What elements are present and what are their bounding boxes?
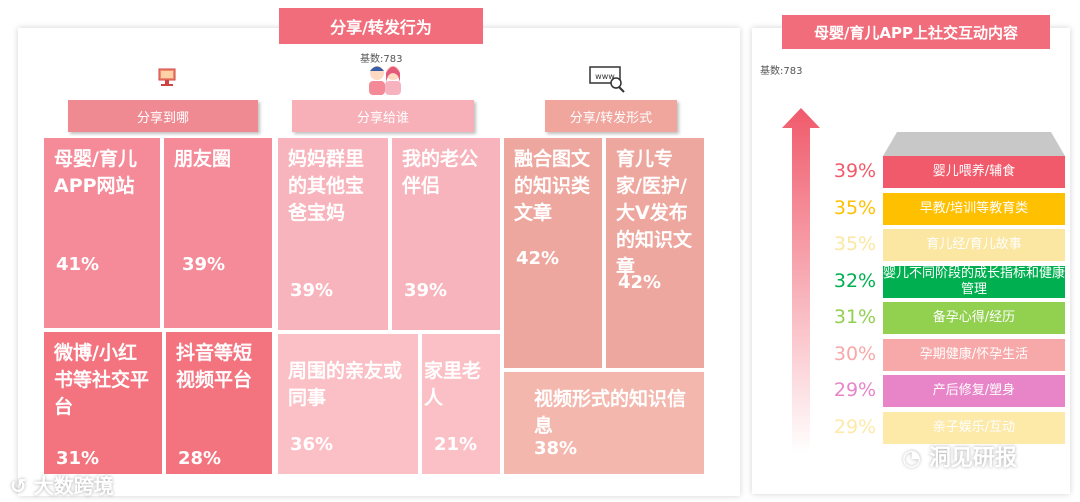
bar-percent-label: 32% <box>833 270 877 292</box>
tile-percent: 39% <box>404 280 448 301</box>
bar-percent-label: 35% <box>833 197 877 219</box>
bar-category: 备孕心得/经历 <box>883 302 1065 334</box>
watermark-left-text: 大数跨境 <box>33 474 114 498</box>
left-base-count: 基数:783 <box>360 54 403 65</box>
couple-icon <box>364 62 406 96</box>
www-search-icon: www <box>588 64 628 94</box>
bar-percent-label: 30% <box>833 343 877 365</box>
tile-expert-article: 育儿专家/医护/大V发布的知识文章 42% <box>604 136 706 370</box>
bar-percent-label: 35% <box>833 233 877 255</box>
tile-label: 家里老人 <box>424 360 482 409</box>
bar-percent-label: 29% <box>833 416 877 438</box>
watermark-logo-icon: ↺ <box>10 474 27 498</box>
tile-percent: 31% <box>56 448 100 469</box>
tile-percent: 28% <box>178 448 222 469</box>
header-share-where: 分享到哪 <box>68 100 258 132</box>
tile-percent: 42% <box>618 272 662 293</box>
gradient-up-arrow <box>782 108 820 454</box>
tile-moments: 朋友圈 39% <box>162 136 274 330</box>
bar-percent-label: 29% <box>833 379 877 401</box>
tile-label: 母婴/育儿APP网站 <box>54 148 137 197</box>
watermark-right-text: 洞见研报 <box>928 446 1017 471</box>
wechat-icon: ◔ <box>902 446 922 471</box>
tile-husband: 我的老公伴侣 39% <box>390 136 502 332</box>
tile-percent: 41% <box>56 254 100 275</box>
header-share-who: 分享给谁 <box>292 100 474 132</box>
bar-percent-label: 39% <box>833 160 877 182</box>
bar-category: 育儿经/育儿故事 <box>883 229 1065 261</box>
share-behavior-title: 分享/转发行为 <box>279 8 483 44</box>
tile-weibo-xiaohongshu: 微博/小红书等社交平台 31% <box>42 330 164 476</box>
svg-text:www: www <box>595 72 615 81</box>
bar-category: 亲子娱乐/互动 <box>883 412 1065 444</box>
tile-label: 微博/小红书等社交平台 <box>54 342 150 418</box>
tile-video-knowledge: 视频形式的知识信息 38% <box>502 370 706 476</box>
tile-percent: 21% <box>434 434 478 455</box>
bar-stack-top <box>883 132 1065 156</box>
bar-category: 早教/培训等教育类 <box>883 193 1065 225</box>
bar-category: 产后修复/塑身 <box>883 375 1065 407</box>
tile-percent: 39% <box>182 254 226 275</box>
tile-percent: 36% <box>290 434 334 455</box>
watermark-left: ↺ 大数跨境 <box>10 470 114 499</box>
header-share-form: 分享/转发形式 <box>545 100 677 132</box>
tile-elders: 家里老人 21% <box>420 332 502 476</box>
monitor-icon <box>156 66 178 88</box>
tile-mom-group: 妈妈群里的其他宝爸宝妈 39% <box>276 136 390 332</box>
tile-percent: 42% <box>516 248 560 269</box>
social-content-title: 母婴/育儿APP上社交互动内容 <box>782 15 1050 49</box>
tile-friends-colleagues: 周围的亲友或同事 36% <box>276 332 420 476</box>
tile-label: 周围的亲友或同事 <box>288 360 403 409</box>
tile-label: 抖音等短视频平台 <box>176 342 253 391</box>
tile-percent: 39% <box>290 280 334 301</box>
tile-label: 妈妈群里的其他宝爸宝妈 <box>288 148 365 224</box>
tile-label: 朋友圈 <box>174 148 232 170</box>
right-base-count: 基数:783 <box>760 66 803 77</box>
watermark-right: ◔ 洞见研报 <box>902 440 1017 472</box>
tile-label: 视频形式的知识信息 <box>534 388 687 437</box>
bar-category: 婴儿不同阶段的成长指标和健康管理 <box>883 266 1066 298</box>
tile-label: 育儿专家/医护/大V发布的知识文章 <box>616 148 693 278</box>
tile-percent: 38% <box>534 438 578 459</box>
tile-parenting-app: 母婴/育儿APP网站 41% <box>42 136 162 330</box>
tile-illustrated-article: 融合图文的知识类文章 42% <box>502 136 604 370</box>
tile-label: 融合图文的知识类文章 <box>514 148 591 224</box>
tile-douyin: 抖音等短视频平台 28% <box>164 330 274 476</box>
bar-category: 婴儿喂养/辅食 <box>883 156 1065 188</box>
tile-label: 我的老公伴侣 <box>402 148 479 197</box>
bar-category: 孕期健康/怀孕生活 <box>883 339 1065 371</box>
bar-percent-label: 31% <box>833 306 877 328</box>
